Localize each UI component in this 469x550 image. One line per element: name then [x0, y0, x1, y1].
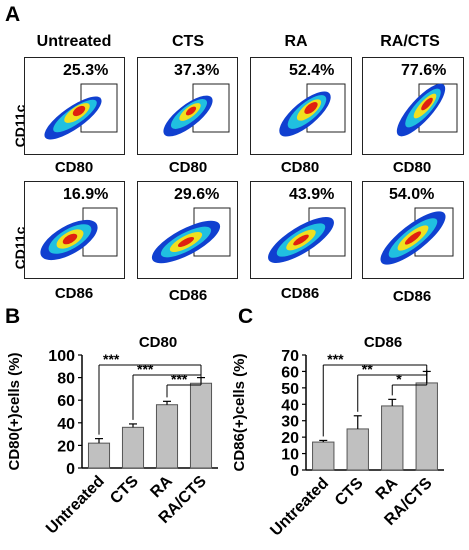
x-tick-label: RA	[373, 474, 402, 503]
row2-xlabel-2: CD86	[168, 287, 208, 304]
density-plot	[163, 83, 230, 137]
x-tick-label: RA	[147, 472, 176, 501]
flow-plot-cd80-untreated: 25.3%	[24, 57, 125, 155]
row1-xlabel-3: CD80	[280, 159, 320, 176]
bar	[121, 426, 145, 469]
x-tick-label: Untreated	[267, 475, 332, 540]
bar	[155, 404, 179, 469]
percent-label: 37.3%	[174, 62, 220, 79]
flow-plot-cd86-ra: 43.9%	[250, 181, 352, 279]
row1-xlabel-1: CD80	[54, 159, 94, 176]
y-tick-label: 0	[66, 461, 75, 478]
flow-plot-cd86-untreated: 16.9%	[24, 181, 125, 279]
y-tick-label: 10	[281, 447, 299, 464]
y-tick-label: 60	[57, 393, 75, 410]
x-tick-label: Untreated	[43, 473, 108, 538]
y-tick-label: 0	[290, 463, 299, 480]
x-tick-label: CTS	[107, 473, 142, 508]
bar	[189, 382, 213, 469]
condition-label-untreated: Untreated	[36, 33, 112, 50]
significance-label: ***	[103, 351, 120, 367]
panel-c-letter: C	[238, 305, 254, 328]
flow-plot-cd86-ra-cts: 54.0%	[362, 181, 464, 279]
condition-label-cts: CTS	[172, 33, 204, 50]
density-hot	[293, 234, 309, 246]
significance-label: **	[362, 361, 373, 377]
bar	[87, 442, 111, 469]
flow-plot-cd80-ra: 52.4%	[250, 57, 352, 155]
density-hot	[72, 105, 86, 117]
condition-label-ra: RA	[284, 33, 308, 50]
y-tick-label: 100	[48, 348, 75, 365]
panel-a-letter: A	[5, 3, 21, 26]
y-tick-label: 80	[57, 371, 75, 388]
y-axis-label: CD80(+)cells (%)	[6, 353, 23, 471]
significance-label: ***	[137, 361, 154, 377]
row2-xlabel-3: CD86	[280, 285, 320, 302]
y-axis-label: CD86(+)cells (%)	[232, 354, 248, 472]
density-plot	[268, 207, 346, 263]
y-tick-label: 30	[281, 414, 299, 431]
significance-label: *	[396, 371, 402, 387]
bar-chart-cd80: CD80 CD80(+)cells (%) 0 20 40 60 80 100 Untreate…	[6, 334, 218, 538]
density-hot	[62, 233, 78, 245]
bar	[415, 382, 438, 471]
percent-label: 29.6%	[174, 186, 220, 203]
row2-xlabel-1: CD86	[54, 285, 94, 302]
percent-label: 25.3%	[63, 62, 109, 79]
row2-xlabel-4: CD86	[392, 288, 432, 305]
percent-label: 43.9%	[289, 186, 335, 203]
y-tick-label: 40	[281, 397, 299, 414]
flow-plot-cd86-cts: 29.6%	[137, 181, 238, 279]
significance-label: ***	[327, 351, 344, 367]
chart-title: CD80	[139, 334, 177, 351]
y-tick-label: 50	[281, 381, 299, 398]
y-tick-label: 70	[281, 348, 299, 365]
bar	[381, 405, 404, 471]
density-plot	[44, 83, 118, 140]
flow-plot-cd80-ra-cts: 77.6%	[362, 57, 464, 155]
density-hot	[177, 237, 195, 247]
row1-xlabel-4: CD80	[392, 159, 432, 176]
x-tick-label: CTS	[332, 475, 367, 510]
panel-b-letter: B	[5, 305, 21, 328]
percent-label: 52.4%	[289, 62, 335, 79]
density-hot	[404, 231, 422, 245]
significance-label: ***	[171, 371, 188, 387]
percent-label: 77.6%	[401, 62, 447, 79]
y-tick-label: 20	[281, 430, 299, 447]
y-tick-label: 40	[57, 416, 75, 433]
chart-title: CD86	[364, 334, 402, 351]
condition-label-ra-cts: RA/CTS	[380, 33, 440, 50]
density-plot	[151, 207, 231, 264]
density-hot	[185, 106, 197, 116]
density-hot	[304, 102, 318, 114]
density-hot	[421, 97, 433, 111]
flow-plot-cd80-cts: 37.3%	[137, 57, 238, 155]
bar	[346, 428, 369, 471]
density-plot	[396, 83, 458, 137]
density-plot	[380, 207, 454, 265]
y-tick-label: 60	[281, 364, 299, 381]
density-plot	[40, 207, 118, 261]
density-plot	[279, 83, 346, 137]
percent-label: 54.0%	[389, 186, 435, 203]
percent-label: 16.9%	[63, 186, 109, 203]
y-tick-label: 20	[57, 438, 75, 455]
row1-xlabel-2: CD80	[168, 159, 208, 176]
bar	[312, 441, 335, 471]
